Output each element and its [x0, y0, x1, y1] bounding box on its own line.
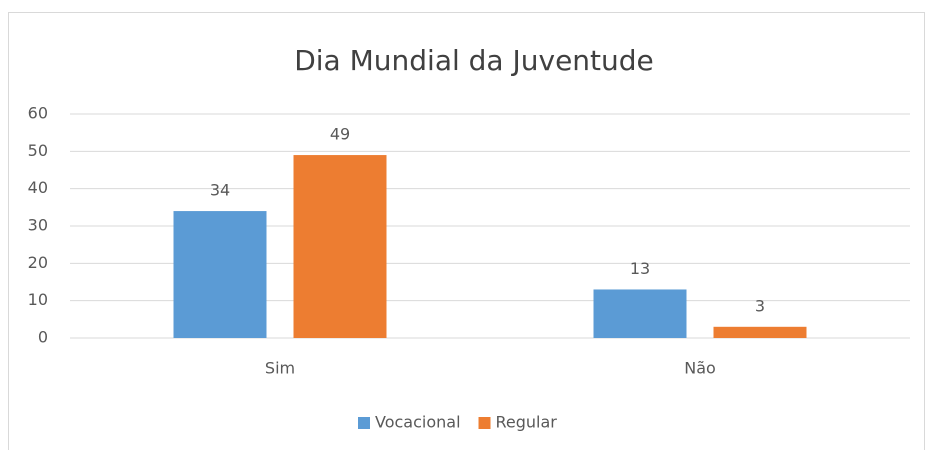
- data-label: 13: [630, 259, 650, 278]
- data-label: 34: [210, 181, 230, 200]
- legend-swatch: [478, 417, 491, 429]
- bar: [293, 155, 387, 338]
- y-tick-label: 20: [28, 253, 48, 272]
- x-tick-label: Não: [684, 359, 716, 378]
- chart-border: [8, 12, 925, 450]
- y-tick-label: 50: [28, 141, 48, 160]
- legend-swatch: [358, 417, 370, 429]
- y-tick-label: 0: [38, 328, 48, 347]
- x-tick-label: Sim: [265, 359, 295, 378]
- y-tick-label: 30: [28, 216, 48, 235]
- data-label: 3: [755, 296, 765, 315]
- chart-title: Dia Mundial da Juventude: [294, 44, 654, 77]
- y-tick-label: 10: [28, 290, 48, 309]
- legend-label: Regular: [496, 413, 558, 432]
- bar: [173, 211, 267, 338]
- bar: [593, 289, 687, 338]
- legend-label: Vocacional: [375, 413, 461, 432]
- bar: [713, 326, 807, 338]
- y-tick-label: 60: [28, 104, 48, 123]
- data-label: 49: [330, 125, 350, 144]
- y-tick-label: 40: [28, 178, 48, 197]
